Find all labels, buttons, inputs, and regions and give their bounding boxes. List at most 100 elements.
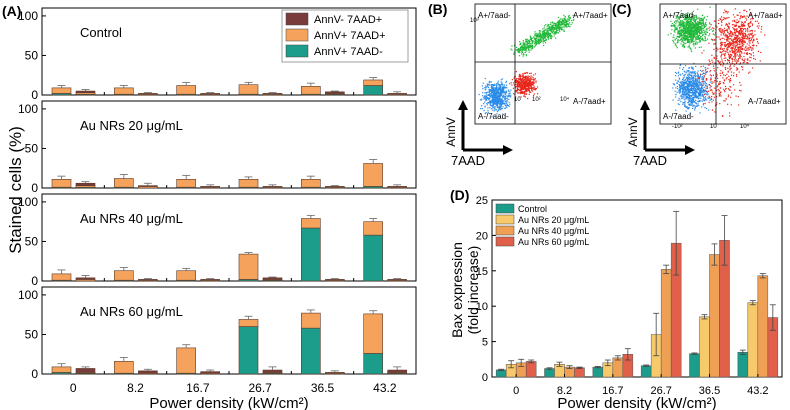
flow-dot [569, 22, 571, 24]
flow-dot [677, 75, 680, 77]
flow-dot [674, 39, 676, 41]
flow-dot [705, 107, 708, 110]
flow-dot [698, 24, 700, 26]
flow-dot [682, 21, 684, 23]
flow-dot [721, 37, 723, 39]
flow-dot [713, 28, 715, 30]
flow-dot [526, 80, 528, 83]
flow-dot [720, 41, 722, 43]
bar-segment-orange [176, 179, 196, 188]
flow-dot [497, 84, 500, 86]
flow-dot [516, 82, 518, 84]
flow-dot [550, 22, 552, 24]
flow-dot [733, 50, 735, 52]
flow-dot [520, 92, 522, 95]
flow-dot [714, 62, 716, 64]
flow-dot [720, 34, 722, 36]
flow-dot [750, 40, 752, 42]
flow-dot [736, 21, 739, 24]
flow-dot [741, 34, 743, 36]
flow-dot [705, 97, 707, 100]
flow-dot [529, 82, 531, 84]
flow-dot [497, 98, 499, 100]
flow-dot [721, 60, 723, 62]
flow-dot [718, 22, 720, 25]
flow-dot [707, 97, 709, 99]
flow-dot [698, 21, 700, 24]
flow-dot [679, 90, 681, 92]
flow-dot [556, 23, 558, 25]
flow-dot [497, 91, 500, 93]
flow-dot [690, 50, 693, 53]
flow-dot [738, 32, 740, 35]
flow-dot [702, 77, 704, 79]
flow-dot [684, 15, 687, 18]
flow-dot [732, 52, 734, 54]
flow-dot [528, 85, 530, 87]
flow-dot [533, 87, 535, 89]
flow-dot [705, 67, 707, 69]
flow-dot [555, 24, 557, 26]
flow-dot [528, 47, 530, 49]
flow-dot [727, 67, 729, 69]
flow-dot [695, 65, 697, 68]
flow-dot [695, 97, 697, 99]
bar-segment-orange [51, 366, 72, 373]
flow-dot [696, 83, 699, 86]
panel-label: (C) [612, 1, 631, 17]
flow-x-axis-label: 7AAD [633, 153, 667, 168]
flow-dot [749, 21, 751, 24]
flow-dot [551, 35, 553, 37]
flow-dot [534, 73, 537, 75]
flow-dot [739, 40, 741, 42]
flow-dot [709, 74, 711, 76]
flow-dot [722, 50, 724, 53]
subplot-title: Control [80, 25, 122, 40]
flow-dot [560, 24, 563, 26]
flow-dot [524, 76, 527, 78]
flow-dot [691, 32, 693, 34]
flow-dot [692, 23, 694, 26]
flow-dot [720, 87, 722, 89]
flow-dot [528, 93, 530, 95]
flow-dot [499, 108, 501, 110]
flow-dot [682, 103, 684, 106]
flow-dot [728, 33, 730, 35]
flow-dot [699, 75, 701, 77]
flow-dot [752, 42, 754, 44]
flow-dot [678, 16, 681, 18]
flow-dot [565, 20, 567, 22]
flow-dot [522, 92, 524, 94]
flow-dot [683, 45, 685, 47]
flow-dot [680, 25, 682, 27]
flow-dot [717, 48, 719, 50]
x-tick-label: 43.2 [747, 385, 768, 397]
flow-dot [697, 98, 699, 100]
flow-dot [691, 78, 693, 80]
flow-dot [700, 89, 702, 92]
flow-dot [520, 74, 522, 76]
flow-dot [732, 62, 734, 65]
flow-dot [685, 36, 687, 38]
flow-dot [508, 101, 510, 103]
flow-dot [486, 97, 488, 99]
flow-dot [695, 38, 697, 40]
flow-dot [550, 28, 552, 30]
flow-dot [701, 25, 703, 27]
flow-dot [695, 16, 697, 18]
flow-dot [701, 36, 703, 38]
flow-dot [690, 85, 692, 87]
flow-dot [522, 82, 524, 84]
flow-dot [520, 79, 522, 81]
flow-dot [690, 31, 692, 33]
flow-dot [707, 109, 710, 111]
flow-dot [738, 30, 741, 32]
flow-dot [742, 30, 744, 32]
flow-dot [673, 34, 675, 36]
flow-dot [699, 29, 701, 31]
flow-dot [524, 96, 527, 98]
flow-dot [739, 11, 741, 14]
flow-dot [744, 60, 746, 62]
flow-dot [741, 41, 743, 43]
flow-dot [690, 40, 692, 42]
